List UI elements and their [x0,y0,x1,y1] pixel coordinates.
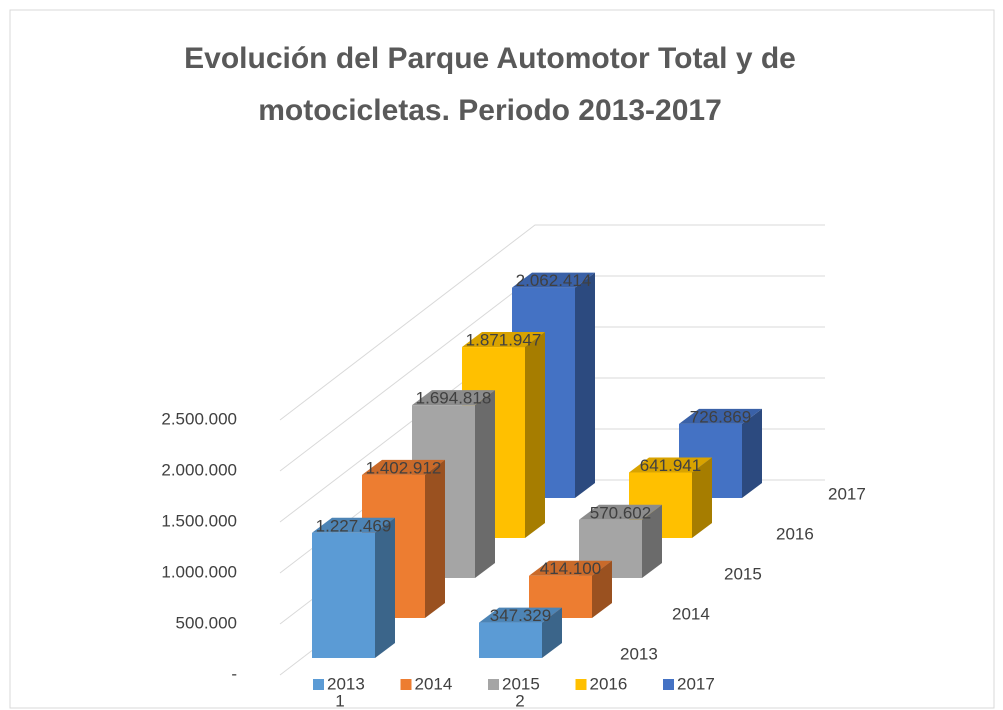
bar-side [475,390,495,578]
legend-label: 2013 [327,674,365,693]
data-label: 2.062.414 [516,271,592,290]
data-label: 1.871.947 [466,331,542,350]
bar-side [542,607,562,658]
y-tick-label: 2.000.000 [161,460,237,479]
bar-top [629,457,712,473]
series-axis-label: 2015 [724,564,762,583]
legend-swatch [488,679,499,690]
bar-top [412,390,495,406]
data-label: 1.694.818 [416,389,492,408]
legend-label: 2017 [677,674,715,693]
data-label: 414.100 [540,559,601,578]
bar-side [692,457,712,538]
x-tick-label: 1 [335,691,344,710]
bar-top [679,408,762,424]
bar-side [742,408,762,498]
bar-side [592,560,612,618]
legend-swatch [313,679,324,690]
data-label: 347.329 [490,606,551,625]
bar-top [512,272,595,288]
data-label: 1.402.912 [366,458,442,477]
data-label: 1.227.469 [316,516,392,535]
bar-side [375,517,395,658]
legend-label: 2014 [415,674,453,693]
series-axis-label: 2016 [776,524,814,543]
bar-top [362,459,445,475]
bar-top [312,517,395,533]
series-axis-label: 2017 [828,484,866,503]
y-tick-label: 1.000.000 [161,562,237,581]
data-label: 570.602 [590,503,651,522]
legend-label: 2016 [590,674,628,693]
bar [312,517,395,658]
bar-top [529,560,612,576]
bar-top [462,332,545,348]
series-axis-label: 2013 [620,644,658,663]
series-axis-label: 2014 [672,604,710,623]
chart-title-line2: motocicletas. Periodo 2013-2017 [258,94,722,127]
legend-label: 2015 [502,674,540,693]
legend-swatch [575,679,587,690]
bar-side [642,504,662,578]
bar-side [425,459,445,618]
bar-front [312,532,375,658]
y-tick-label: 2.500.000 [161,409,237,428]
chart-title-line1: Evolución del Parque Automotor Total y d… [184,42,796,75]
y-tick-label: 500.000 [176,613,237,632]
bar-front [479,622,542,658]
bar-side [575,272,595,498]
data-label: 641.941 [640,456,701,475]
bar [479,607,562,658]
legend-swatch [400,679,412,690]
legend-swatch [663,679,674,690]
bar-side [525,332,545,538]
y-tick-label: 1.500.000 [161,511,237,530]
y-tick-label: - [231,664,237,683]
bar [579,504,662,578]
grid-line [279,224,825,421]
data-label: 726.869 [690,407,751,426]
x-tick-label: 2 [515,691,524,710]
bar-top [579,504,662,520]
bar-top [479,607,562,623]
